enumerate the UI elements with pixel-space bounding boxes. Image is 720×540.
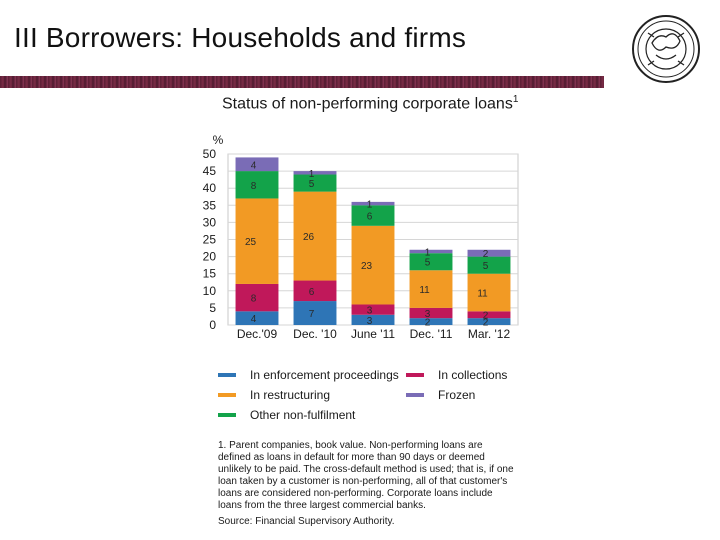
legend-swatch-frozen [406,393,424,397]
x-tick-label: Dec.'09 [237,327,278,341]
y-tick-label: 35 [203,198,217,212]
x-tick-label: Dec. '11 [410,327,453,341]
x-tick-label: Dec. '10 [293,327,337,341]
x-tick-label: Mar. '12 [468,327,511,341]
y-tick-label: 45 [203,164,217,178]
bar-segment [235,171,279,199]
bar-segment [351,314,395,325]
data-label: 5 [309,179,315,190]
institution-seal-logo [632,15,700,83]
legend-swatch-enforcement [218,373,236,377]
bar-segment [351,225,395,305]
data-label: 7 [309,309,315,320]
bar-segment [409,307,453,319]
bar-segment [351,205,395,226]
bar-segment [293,280,337,302]
y-tick-label: 20 [203,250,217,264]
bar-segment [235,157,279,172]
legend-label-frozen: Frozen [438,388,476,402]
data-label: 2 [483,311,489,322]
data-label: 1 [425,247,431,258]
bar-segment [235,283,279,312]
bar-segment [235,311,279,325]
legend-swatch-other [218,413,236,417]
decorative-band [0,76,604,88]
y-tick-label: 0 [209,318,216,332]
data-label: 2 [483,249,489,260]
y-tick-label: 40 [203,181,217,195]
bar-segment [467,249,511,257]
y-tick-label: 30 [203,215,217,229]
data-label: 3 [367,306,373,317]
slide-title: III Borrowers: Households and firms [14,22,467,53]
bar-segment [467,256,511,274]
data-label: 8 [251,294,257,305]
data-label: 3 [425,309,431,320]
data-label: 26 [303,232,315,243]
bar-segment [293,174,337,192]
data-label: 6 [367,212,373,223]
data-label: 23 [361,261,373,272]
data-label: 2 [483,318,489,329]
chart-source: Source: Financial Supervisory Authority. [218,516,395,527]
bar-segment [293,191,337,281]
bar-segment [409,270,453,308]
data-label: 6 [309,287,315,298]
data-label: 11 [419,285,430,296]
chart-title-footnote-mark: 1 [512,94,519,105]
data-label: 1 [367,200,373,211]
data-label: 8 [251,181,257,192]
legend-label-collections: In collections [438,368,508,382]
chart-title: Status of non-performing corporate loans… [222,94,518,113]
stacked-bar-chart: 05101520253035404550%482584Dec.'09762651… [203,133,519,341]
y-tick-label: 50 [203,147,217,161]
y-tick-label: 15 [203,267,217,281]
data-label: 3 [367,316,373,327]
bar-segment [351,304,395,315]
data-label: 2 [425,318,431,329]
y-tick-label: 5 [209,301,216,315]
bar-segment [409,318,453,325]
bar-segment [467,311,511,319]
legend-label-enforcement: In enforcement proceedings [250,368,399,382]
legend-swatch-collections [406,373,424,377]
bar-segment [235,198,279,284]
chart-title-text: Status of non-performing corporate loans [222,95,513,113]
y-tick-label: 10 [203,284,217,298]
data-label: 4 [251,160,257,171]
data-label: 11 [477,289,488,300]
y-axis-label: % [213,133,224,147]
data-label: 5 [425,258,431,269]
bar-segment [467,318,511,325]
y-tick-label: 25 [203,233,217,247]
data-label: 25 [245,237,257,248]
bar-segment [409,249,453,254]
legend-label-other: Other non-fulfilment [250,408,356,422]
data-label: 5 [483,261,489,272]
x-tick-label: June '11 [351,327,395,341]
legend-label-restructuring: In restructuring [250,388,331,402]
data-label: 4 [251,314,257,325]
bar-segment [293,301,337,325]
legend-swatch-restructuring [218,393,236,397]
chart-footnote: 1. Parent companies, book value. Non-per… [218,440,514,511]
bar-segment [293,171,337,175]
data-label: 1 [309,169,315,180]
bar-segment [409,253,453,271]
bar-segment [467,273,511,312]
bar-segment [351,201,395,206]
